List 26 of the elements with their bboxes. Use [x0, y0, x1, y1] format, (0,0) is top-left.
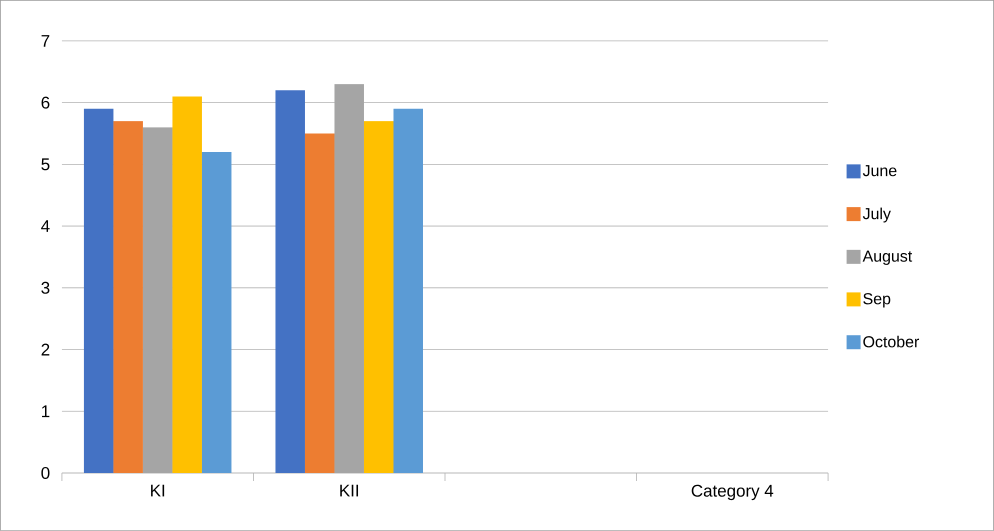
- x-tick-label: KII: [340, 484, 358, 496]
- legend-label: July: [862, 208, 891, 222]
- bar: [304, 134, 334, 474]
- y-tick-label: 4: [41, 220, 50, 232]
- bar: [393, 108, 423, 474]
- legend-label: October: [863, 336, 920, 348]
- y-tick-label: 7: [42, 35, 50, 47]
- y-tick-label: 3: [41, 282, 50, 294]
- bar: [364, 121, 394, 474]
- y-tick-label: 1: [42, 405, 50, 418]
- bar: [142, 127, 172, 474]
- bar: [275, 90, 305, 474]
- y-tick-label: 2: [42, 344, 50, 356]
- legend-label: August: [862, 250, 912, 265]
- y-tick-label: 0: [41, 467, 50, 480]
- x-tick-label: Category 4: [692, 484, 774, 500]
- bar: [202, 152, 232, 474]
- bar: [172, 96, 202, 474]
- x-tick-label: KI: [151, 484, 164, 496]
- bar: [84, 108, 114, 474]
- y-tick-label: 6: [42, 96, 50, 109]
- legend-label: Sep: [863, 293, 890, 308]
- y-tick-label: 5: [41, 158, 50, 170]
- legend-label: June: [862, 165, 896, 176]
- bar: [113, 121, 143, 474]
- bar: [334, 84, 364, 474]
